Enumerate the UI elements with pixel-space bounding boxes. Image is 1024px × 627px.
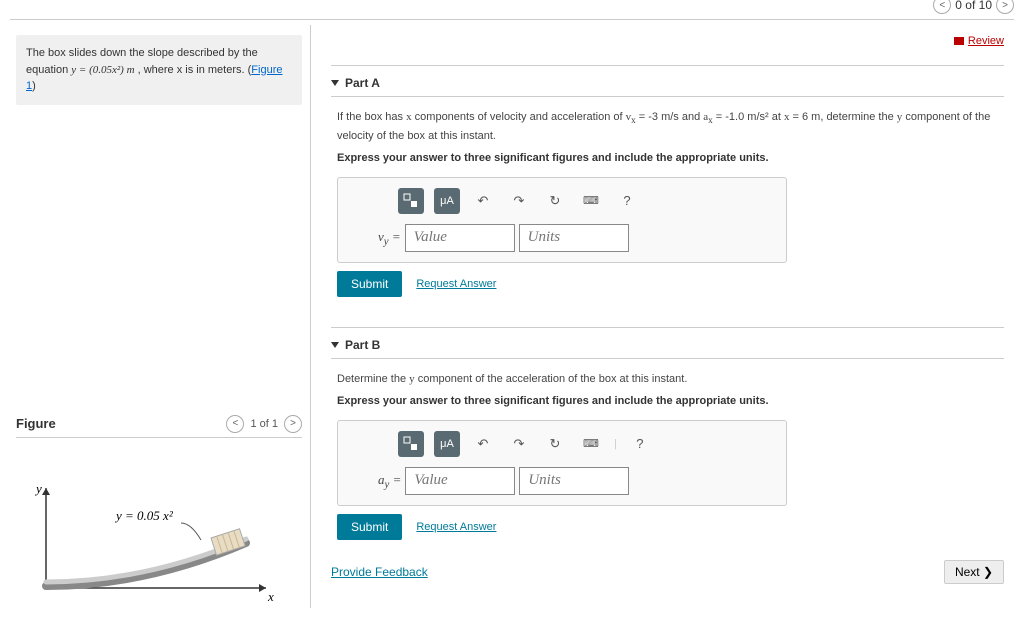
part-b-header[interactable]: Part B xyxy=(331,328,1004,359)
part-b-prompt: Determine the y component of the acceler… xyxy=(337,371,998,388)
part-a-prompt: If the box has x components of velocity … xyxy=(337,109,998,144)
figure-title: Figure xyxy=(16,416,56,431)
help-icon[interactable]: ? xyxy=(627,431,653,457)
part-a-submit-button[interactable]: Submit xyxy=(337,271,402,297)
symbol-tool-icon[interactable]: μA xyxy=(434,188,460,214)
undo-icon[interactable]: ↶ xyxy=(470,431,496,457)
caret-down-icon xyxy=(331,342,339,348)
part-b-submit-button[interactable]: Submit xyxy=(337,514,402,540)
curve-label: y = 0.05 x² xyxy=(114,508,174,523)
part-b-instruction: Express your answer to three significant… xyxy=(337,393,998,410)
part-a-answer-box: μA ↶ ↷ ↻ ⌨ ? vy = xyxy=(337,177,787,263)
y-axis-label: y xyxy=(34,481,42,496)
part-a-request-answer-link[interactable]: Request Answer xyxy=(416,278,496,290)
part-b-var-label: ay = xyxy=(378,472,401,491)
redo-icon[interactable]: ↷ xyxy=(506,188,532,214)
next-button[interactable]: Next ❯ xyxy=(944,560,1004,584)
part-a-header[interactable]: Part A xyxy=(331,66,1004,97)
part-b-units-input[interactable] xyxy=(519,467,629,495)
part-a-value-input[interactable] xyxy=(405,224,515,252)
part-b-request-answer-link[interactable]: Request Answer xyxy=(416,521,496,533)
part-a-var-label: vy = xyxy=(378,229,401,248)
redo-icon[interactable]: ↷ xyxy=(506,431,532,457)
figure-next-button[interactable]: > xyxy=(284,415,302,433)
part-b-answer-box: μA ↶ ↷ ↻ ⌨ | ? ay = xyxy=(337,420,787,506)
progress-text: 0 of 10 xyxy=(955,0,992,12)
prev-problem-button[interactable]: < xyxy=(933,0,951,14)
part-a-instruction: Express your answer to three significant… xyxy=(337,150,998,167)
keyboard-icon[interactable]: ⌨ xyxy=(578,188,604,214)
reset-icon[interactable]: ↻ xyxy=(542,188,568,214)
figure-diagram: y = 0.05 x² x y xyxy=(16,468,276,608)
figure-prev-button[interactable]: < xyxy=(226,415,244,433)
intro-suffix: , where x is in meters. ( xyxy=(138,64,252,76)
undo-icon[interactable]: ↶ xyxy=(470,188,496,214)
reset-icon[interactable]: ↻ xyxy=(542,431,568,457)
part-a-title: Part A xyxy=(345,76,380,90)
symbol-tool-icon[interactable]: μA xyxy=(434,431,460,457)
caret-down-icon xyxy=(331,80,339,86)
x-axis-label: x xyxy=(267,589,274,604)
provide-feedback-link[interactable]: Provide Feedback xyxy=(331,565,428,579)
part-a-units-input[interactable] xyxy=(519,224,629,252)
next-problem-button[interactable]: > xyxy=(996,0,1014,14)
template-tool-icon[interactable] xyxy=(398,188,424,214)
problem-intro: The box slides down the slope described … xyxy=(16,35,302,105)
help-icon[interactable]: ? xyxy=(614,188,640,214)
intro-end: ) xyxy=(32,80,36,92)
intro-equation: y = (0.05x²) m xyxy=(71,64,134,76)
template-tool-icon[interactable] xyxy=(398,431,424,457)
keyboard-icon[interactable]: ⌨ xyxy=(578,431,604,457)
review-link[interactable]: Review xyxy=(954,35,1004,47)
part-b-value-input[interactable] xyxy=(405,467,515,495)
part-b-title: Part B xyxy=(345,338,380,352)
figure-pager: 1 of 1 xyxy=(250,418,278,430)
